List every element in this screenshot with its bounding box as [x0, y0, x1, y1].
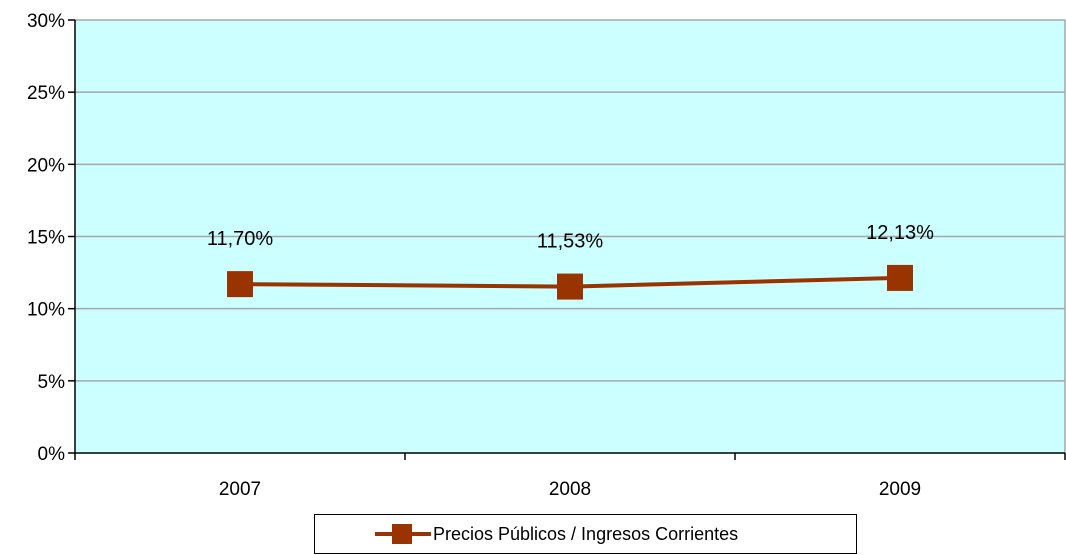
legend-marker	[392, 524, 412, 544]
gridlines	[75, 19, 1065, 382]
y-tick-label: 10%	[27, 300, 65, 321]
data-labels: 11,70% 11,53% 12,13%	[207, 222, 934, 253]
legend-label: Precios Públicos / Ingresos Corrientes	[433, 523, 739, 544]
data-point-marker	[227, 271, 253, 298]
y-tick-label: 15%	[27, 228, 65, 249]
y-tick-label: 0%	[38, 444, 66, 465]
y-tick-label: 20%	[27, 155, 65, 176]
x-tick-label: 2009	[879, 479, 921, 500]
line-chart: 0%5%10%15%20%25%30% 2007 2008 2009 11,70% 1…	[27, 11, 1066, 500]
x-tick-label: 2008	[549, 479, 591, 500]
x-tick-label: 2007	[219, 479, 261, 500]
data-label: 11,53%	[537, 231, 604, 253]
x-axis-ticks: 2007 2008 2009	[74, 453, 1066, 500]
legend: Precios Públicos / Ingresos Corrientes	[314, 514, 857, 554]
legend-swatch	[375, 524, 431, 544]
series-markers	[227, 264, 913, 300]
data-label: 11,70%	[207, 228, 274, 250]
data-point-marker	[557, 273, 583, 300]
data-point-marker	[887, 264, 913, 291]
y-tick-label: 25%	[27, 83, 65, 104]
data-label: 12,13%	[866, 222, 934, 244]
y-tick-label: 5%	[38, 372, 66, 393]
y-axis-ticks: 0% 5% 10% 15% 20% 25% 30%	[27, 11, 75, 465]
y-tick-label: 30%	[27, 11, 65, 32]
